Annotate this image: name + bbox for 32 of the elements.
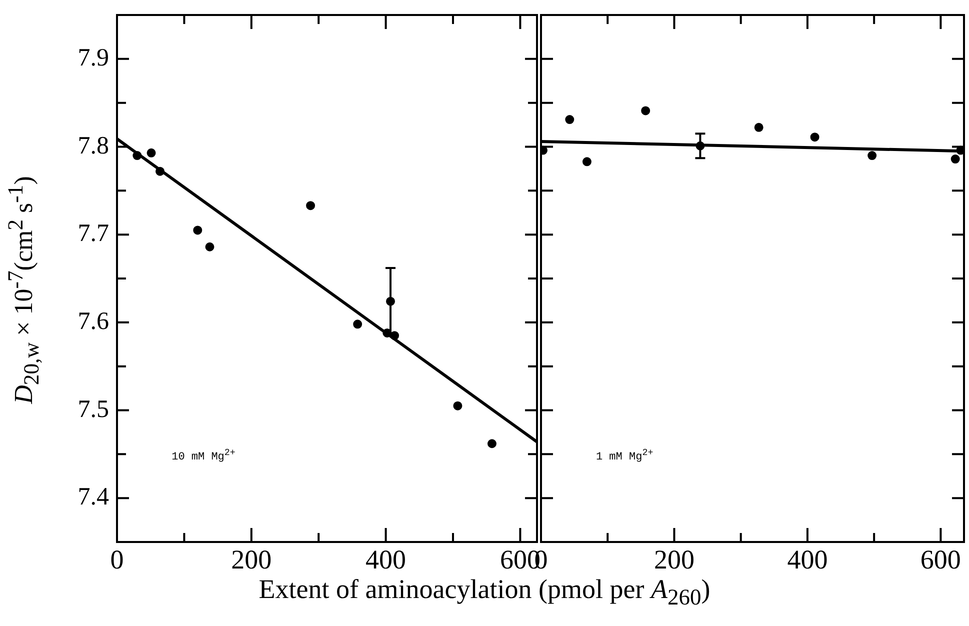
- point: [156, 166, 165, 176]
- point: [868, 151, 877, 160]
- x-tick-label: 200: [654, 544, 694, 575]
- point: [306, 201, 316, 210]
- point: [582, 157, 592, 166]
- point: [641, 106, 650, 116]
- point: [453, 401, 462, 410]
- point: [146, 148, 156, 158]
- point: [754, 122, 764, 132]
- point: [487, 439, 496, 448]
- y-tick-label: 7.5: [78, 396, 109, 423]
- x-tick-label: 0: [110, 544, 124, 575]
- x-tick-label: 600: [920, 544, 961, 575]
- point: [193, 226, 202, 235]
- y-tick-label: 7.7: [78, 220, 109, 248]
- y-tick-label: 7.6: [78, 308, 109, 335]
- annotation: 10 mM Mg$^{2+}$: [172, 447, 236, 464]
- x-tick-label: 200: [231, 544, 272, 575]
- point: [810, 132, 820, 142]
- point: [205, 242, 214, 252]
- x-tick-label: 400: [787, 544, 828, 575]
- point: [132, 151, 142, 160]
- point: [956, 146, 964, 155]
- y-tick-label: 7.9: [78, 44, 109, 72]
- point: [353, 320, 362, 329]
- x-tick-label: 400: [366, 544, 406, 575]
- y-tick-label: 7.8: [78, 132, 109, 160]
- point: [950, 154, 960, 164]
- y-tick-label: 7.4: [78, 484, 110, 511]
- annotation: 1 mM Mg$^{2+}$: [596, 447, 654, 464]
- point: [565, 115, 574, 124]
- x-axis-title: Extent of aminoacylation (pmol per A$_{260}$): [258, 574, 712, 610]
